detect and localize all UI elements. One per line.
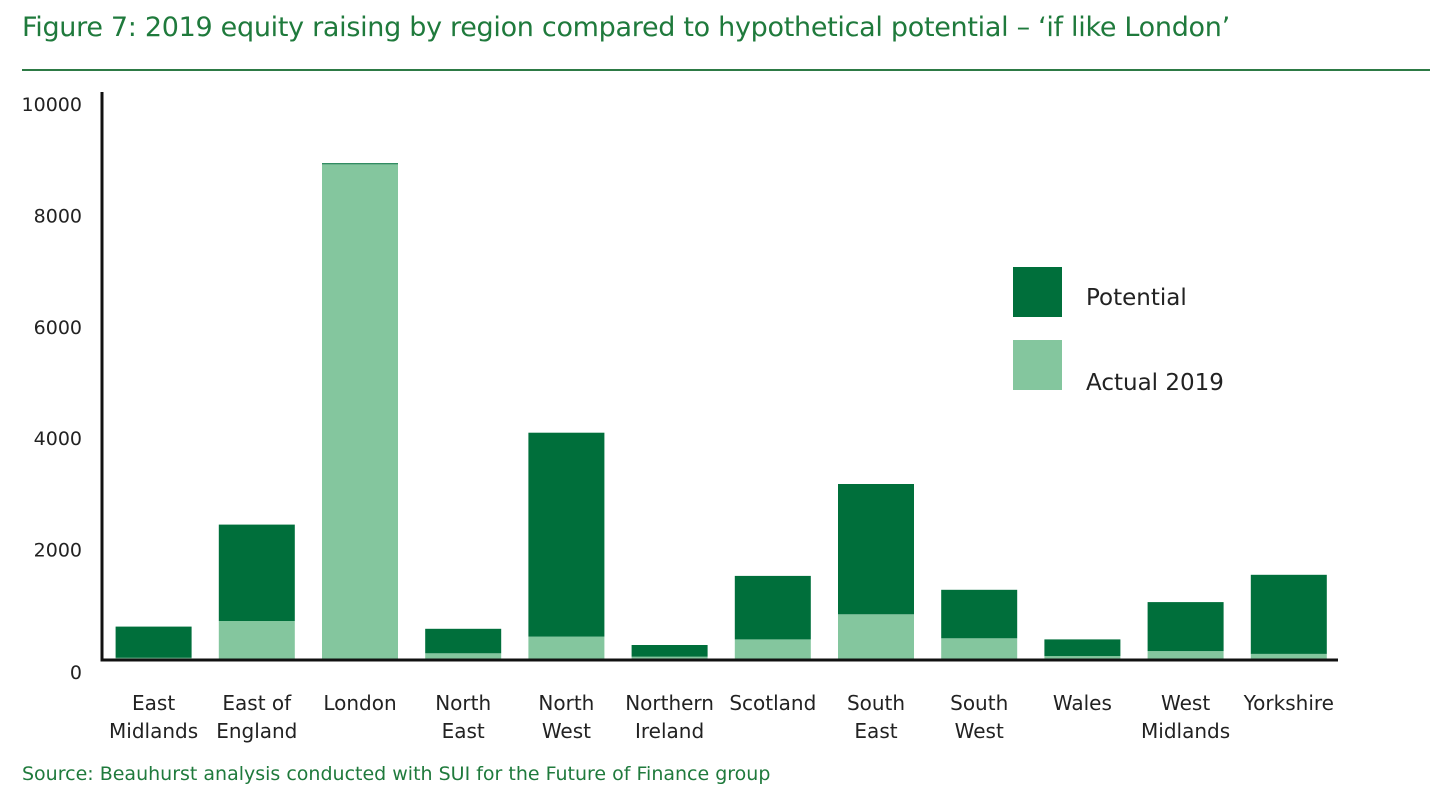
source-note: Source: Beauhurst analysis conducted wit…	[22, 763, 771, 785]
y-tick-label-0: 0	[70, 662, 82, 684]
bar-actual-11	[1250, 653, 1327, 660]
legend-label-actual: Actual 2019	[1086, 370, 1224, 396]
bar-potential-11	[1250, 574, 1327, 654]
legend-label-potential: Potential	[1086, 285, 1187, 311]
bar-chart: 0 2000 4000 6000 8000 10000 East Midlands East …	[22, 92, 1338, 743]
bar-actual-9	[1044, 656, 1121, 660]
y-axis-ticks: 0 2000 4000 6000 8000 10000	[22, 94, 82, 684]
bar-actual-1	[218, 621, 295, 660]
x-tick-label-1: East of England	[216, 691, 297, 743]
bar-potential-10	[1147, 602, 1224, 652]
bar-potential-5	[631, 645, 708, 657]
y-tick-label-5: 10000	[22, 94, 82, 116]
legend-swatch-actual	[1013, 340, 1062, 390]
bar-actual-5	[631, 656, 708, 660]
bar-potential-8	[941, 589, 1018, 639]
bar-actual-10	[1147, 651, 1224, 660]
x-tick-label-10: West Midlands	[1141, 691, 1230, 743]
x-tick-label-9: Wales	[1053, 691, 1112, 715]
bar-potential-9	[1044, 639, 1121, 657]
title-divider	[22, 69, 1430, 71]
x-tick-label-8: South West	[950, 691, 1008, 743]
bar-actual-2	[322, 164, 398, 661]
x-axis-labels: East Midlands East of England London North Eas…	[109, 691, 1334, 743]
bar-potential-2	[322, 163, 398, 165]
bar-potential-6	[734, 575, 811, 640]
x-tick-label-7: South East	[847, 691, 905, 743]
bar-actual-8	[941, 638, 1018, 660]
axes-layer	[100, 92, 1338, 662]
legend-swatch-potential	[1013, 267, 1062, 317]
x-tick-label-0: East Midlands	[109, 691, 198, 743]
bar-actual-6	[734, 639, 811, 660]
x-tick-label-4: North West	[538, 691, 594, 743]
x-tick-label-6: Scotland	[729, 691, 816, 715]
x-tick-label-2: London	[323, 691, 396, 715]
bars-layer	[115, 163, 1327, 661]
figure-title: Figure 7: 2019 equity raising by region …	[22, 12, 1230, 43]
x-tick-label-11: Yorkshire	[1243, 691, 1334, 715]
y-tick-label-1: 2000	[34, 540, 82, 562]
y-tick-label-4: 8000	[34, 205, 82, 227]
bar-actual-3	[425, 653, 502, 660]
legend: Potential Actual 2019	[1013, 267, 1224, 396]
bar-potential-4	[528, 432, 605, 637]
bar-potential-7	[838, 484, 914, 615]
bar-actual-7	[838, 614, 914, 660]
y-tick-label-3: 6000	[34, 317, 82, 339]
bar-potential-1	[218, 524, 295, 621]
x-tick-label-3: North East	[435, 691, 491, 743]
y-tick-label-2: 4000	[34, 428, 82, 450]
bar-potential-3	[425, 628, 502, 654]
bar-actual-4	[528, 636, 605, 660]
x-tick-label-5: Northern Ireland	[625, 691, 714, 743]
bar-potential-0	[115, 626, 192, 658]
